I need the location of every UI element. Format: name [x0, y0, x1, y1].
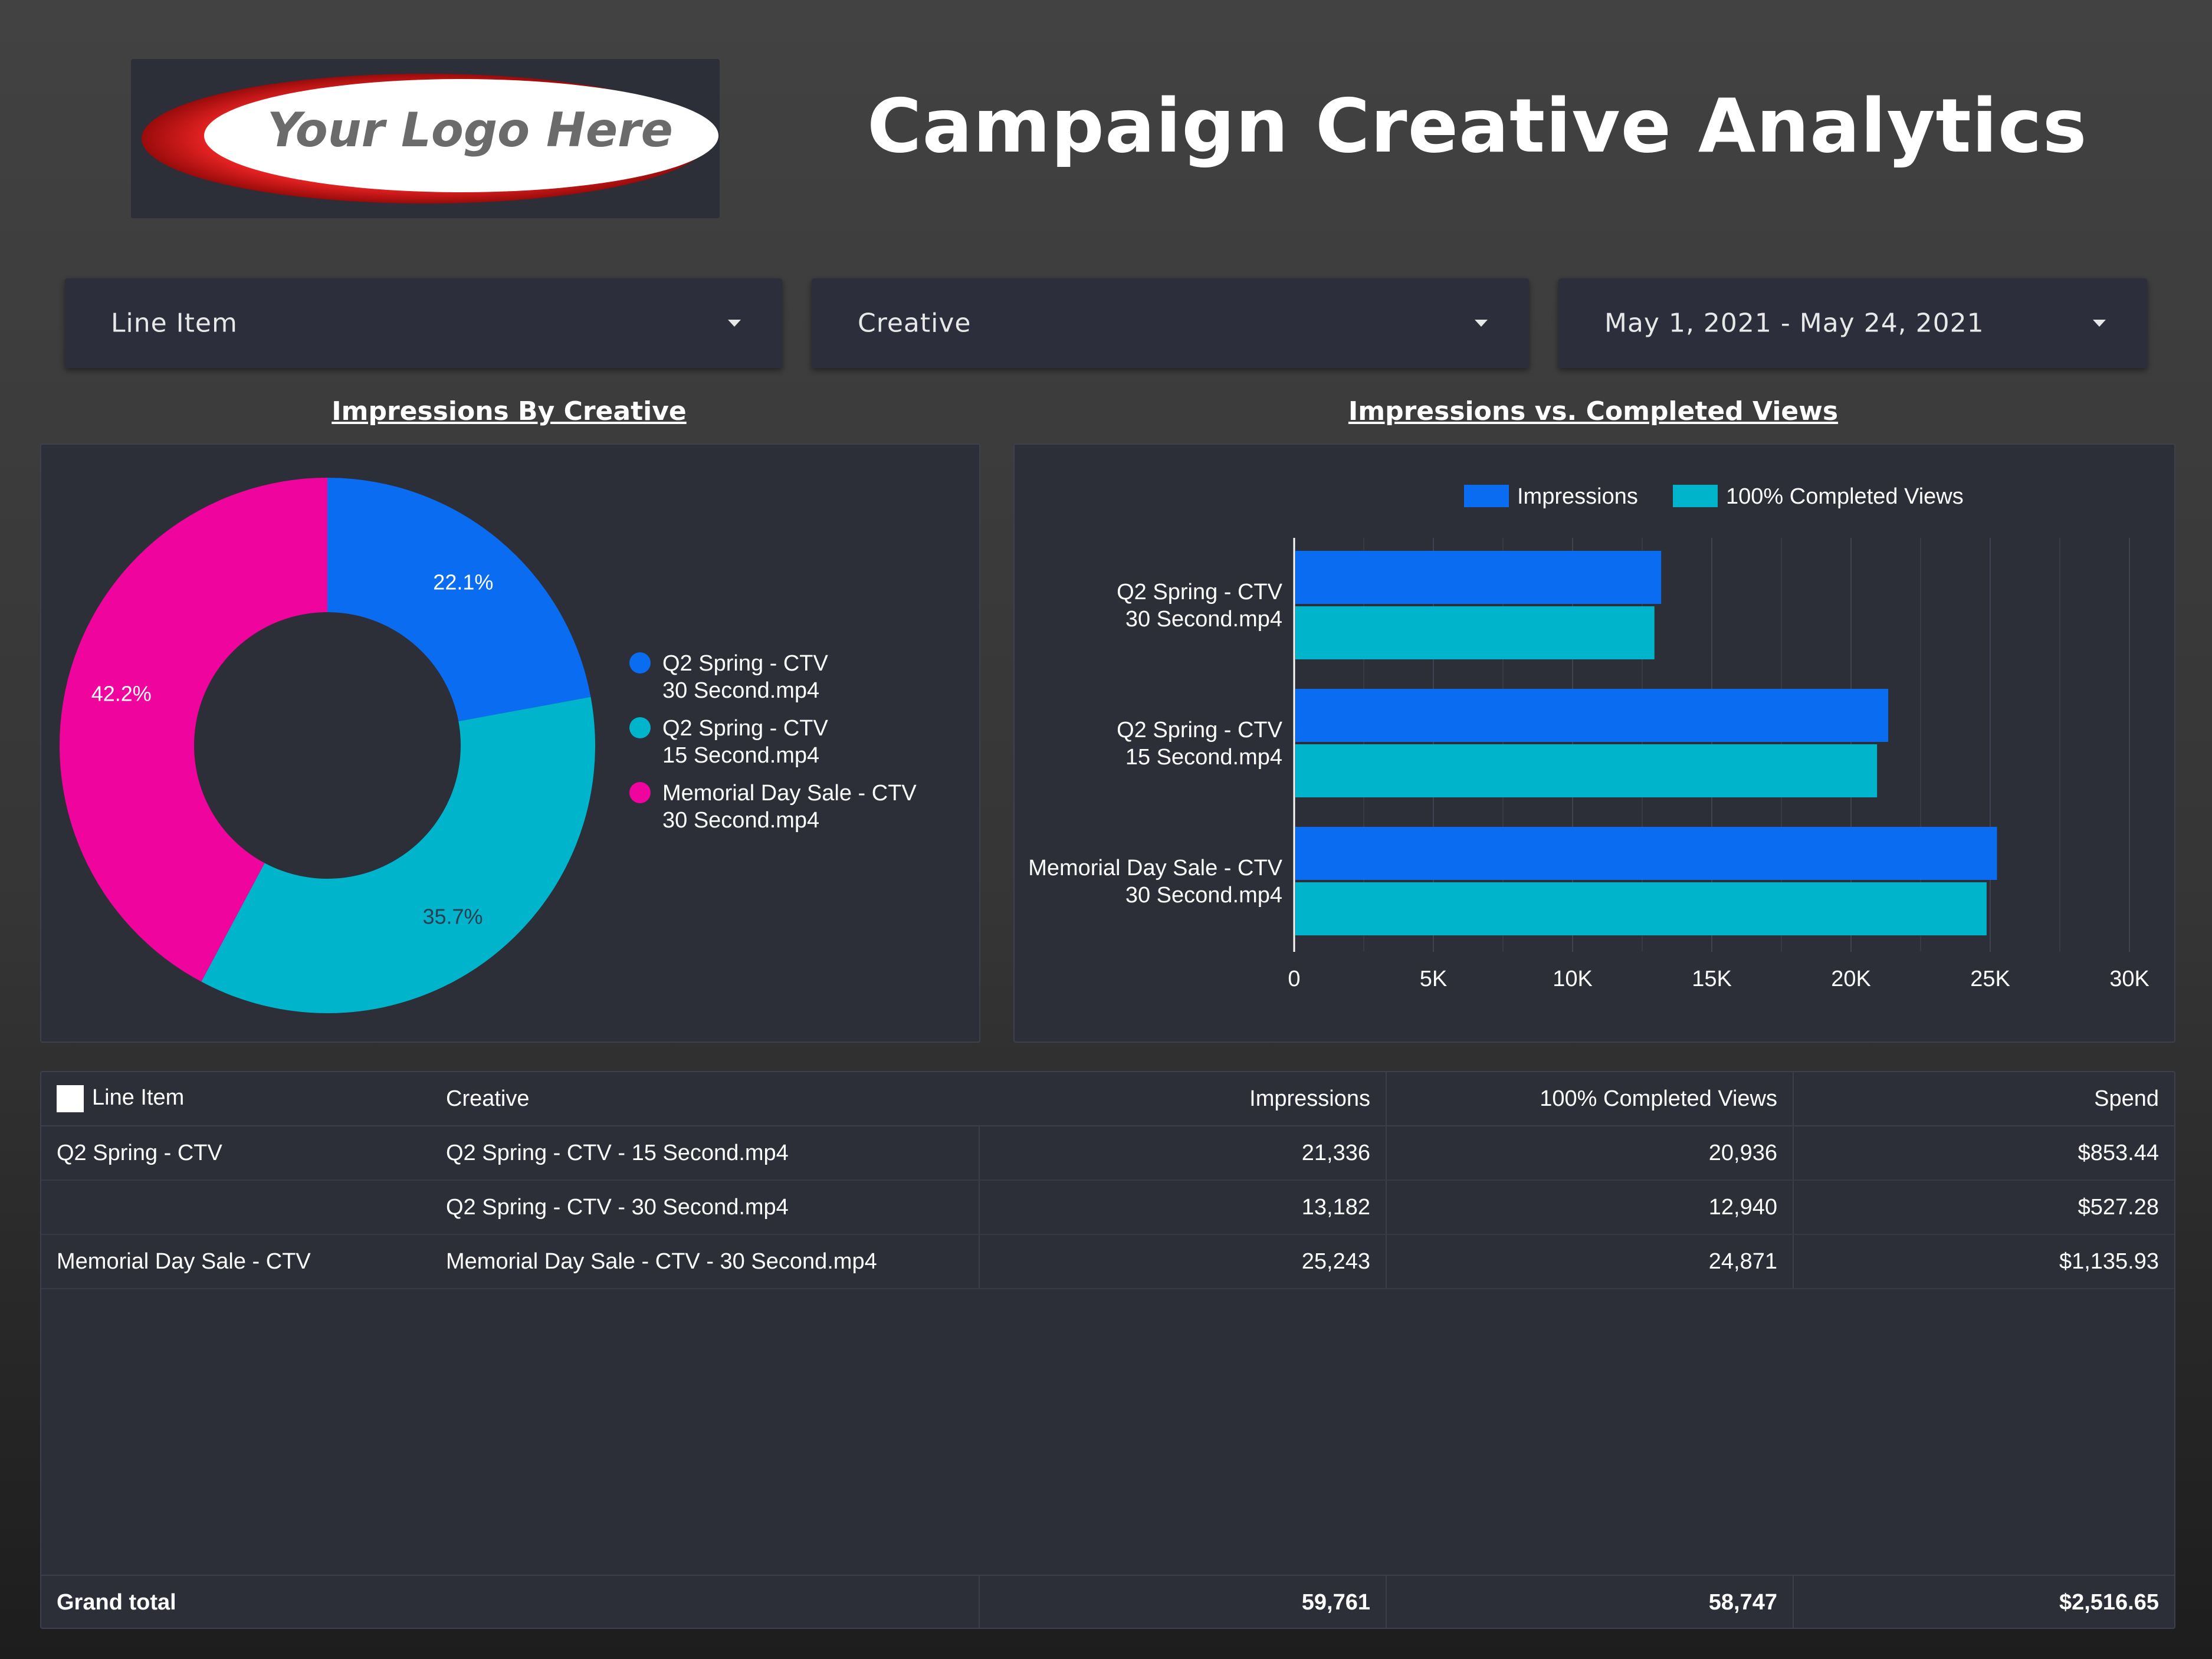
grand-total-row: Grand total 59,761 58,747 $2,516.65: [41, 1575, 2174, 1629]
category-label: Q2 Spring - CTV: [1117, 580, 1283, 605]
category-label: 30 Second.mp4: [1125, 883, 1282, 908]
cell-completed-views: 20,936: [1386, 1126, 1793, 1181]
cell-creative: Q2 Spring - CTV - 30 Second.mp4: [431, 1180, 979, 1235]
chevron-down-icon: [2093, 320, 2106, 327]
table-row[interactable]: Q2 Spring - CTV Q2 Spring - CTV - 15 Sec…: [41, 1126, 2174, 1181]
cell-spend: $527.28: [1793, 1180, 2174, 1235]
table: Line Item Creative Impressions 100% Comp…: [41, 1072, 2174, 1289]
legend-dot: [629, 782, 651, 803]
bar[interactable]: [1295, 606, 1655, 659]
column-header-spend[interactable]: Spend: [1793, 1072, 2174, 1126]
pie-slice-label: 22.1%: [433, 570, 493, 594]
category-label: 30 Second.mp4: [1125, 607, 1282, 632]
bar[interactable]: [1295, 882, 1987, 935]
pie-slice[interactable]: [327, 478, 591, 722]
cell-completed-views: 24,871: [1386, 1234, 1793, 1289]
legend-dot: [629, 717, 651, 738]
legend-label: Memorial Day Sale - CTV: [662, 781, 917, 806]
column-header-line-item[interactable]: Line Item: [41, 1072, 431, 1126]
grand-total-impressions: 59,761: [979, 1575, 1386, 1629]
grand-total-table: Grand total 59,761 58,747 $2,516.65: [41, 1575, 2174, 1629]
category-label: 15 Second.mp4: [1125, 745, 1282, 770]
legend-swatch: [1464, 485, 1509, 507]
x-tick-label: 5K: [1420, 967, 1447, 991]
column-header-impressions[interactable]: Impressions: [979, 1072, 1386, 1126]
table-header-row: Line Item Creative Impressions 100% Comp…: [41, 1072, 2174, 1126]
pie-slice-label: 35.7%: [422, 905, 483, 929]
cell-impressions: 21,336: [979, 1126, 1386, 1181]
legend-label: Q2 Spring - CTV: [662, 716, 829, 741]
date-range-label: May 1, 2021 - May 24, 2021: [1604, 308, 1984, 339]
logo: Your Logo Here: [131, 59, 720, 218]
category-label: Q2 Spring - CTV: [1117, 718, 1283, 743]
grand-total-label: Grand total: [41, 1575, 979, 1629]
line-item-filter[interactable]: Line Item: [65, 278, 782, 368]
bar-chart-title: Impressions vs. Completed Views: [1348, 396, 1839, 426]
bar[interactable]: [1295, 744, 1878, 797]
select-all-checkbox[interactable]: [57, 1085, 84, 1112]
creative-filter-label: Creative: [858, 308, 972, 339]
bar-chart-panel: 0 5K 10K 15K 20K 25K 30K Q2 Spring - CTV 30 Seco…: [1013, 444, 2175, 1043]
cell-spend: $853.44: [1793, 1126, 2174, 1181]
cell-line-item: Memorial Day Sale - CTV: [41, 1234, 431, 1289]
x-tick-label: 10K: [1553, 967, 1593, 991]
x-tick-label: 30K: [2109, 967, 2149, 991]
pie-chart-title: Impressions By Creative: [332, 396, 687, 426]
legend-label: Q2 Spring - CTV: [662, 651, 829, 676]
table-row[interactable]: Memorial Day Sale - CTV Memorial Day Sal…: [41, 1234, 2174, 1289]
date-range-filter[interactable]: May 1, 2021 - May 24, 2021: [1558, 278, 2147, 368]
pie-slice[interactable]: [59, 478, 327, 982]
line-item-filter-label: Line Item: [111, 308, 238, 339]
bar[interactable]: [1295, 689, 1889, 742]
grand-total-completed-views: 58,747: [1386, 1575, 1793, 1629]
x-tick-label: 15K: [1692, 967, 1732, 991]
legend-label: Impressions: [1517, 484, 1638, 509]
page-title: Campaign Creative Analytics: [867, 83, 2088, 169]
legend-label: 30 Second.mp4: [662, 678, 819, 703]
column-header-completed-views[interactable]: 100% Completed Views: [1386, 1072, 1793, 1126]
cell-creative: Memorial Day Sale - CTV - 30 Second.mp4: [431, 1234, 979, 1289]
chevron-down-icon: [1475, 320, 1488, 327]
table-row[interactable]: Q2 Spring - CTV - 30 Second.mp4 13,182 1…: [41, 1180, 2174, 1235]
cell-creative: Q2 Spring - CTV - 15 Second.mp4: [431, 1126, 979, 1181]
x-tick-label: 25K: [1970, 967, 2010, 991]
legend-dot: [629, 652, 651, 674]
pie-slice[interactable]: [201, 697, 595, 1013]
cell-impressions: 13,182: [979, 1180, 1386, 1235]
grand-total-spend: $2,516.65: [1793, 1575, 2174, 1629]
legend-label: 100% Completed Views: [1726, 484, 1964, 509]
cell-impressions: 25,243: [979, 1234, 1386, 1289]
x-tick-label: 20K: [1831, 967, 1871, 991]
category-label: Memorial Day Sale - CTV: [1028, 856, 1282, 881]
x-tick-label: 0: [1288, 967, 1300, 991]
cell-line-item: [41, 1180, 431, 1235]
column-header-creative[interactable]: Creative: [431, 1072, 979, 1126]
legend-swatch: [1673, 485, 1718, 507]
legend-label: 30 Second.mp4: [662, 808, 819, 833]
pie-chart-panel: 22.1% 35.7% 42.2% Q2 Spring - CTV 30 Second.…: [40, 444, 980, 1043]
logo-text: Your Logo Here: [267, 103, 673, 157]
bar[interactable]: [1295, 551, 1662, 604]
creative-filter[interactable]: Creative: [812, 278, 1529, 368]
pie-slice-label: 42.2%: [91, 682, 152, 706]
logo-graphic: Your Logo Here: [142, 74, 718, 203]
bar[interactable]: [1295, 827, 1997, 880]
cell-line-item: Q2 Spring - CTV: [41, 1126, 431, 1181]
cell-completed-views: 12,940: [1386, 1180, 1793, 1235]
data-table: Line Item Creative Impressions 100% Comp…: [40, 1071, 2175, 1629]
cell-spend: $1,135.93: [1793, 1234, 2174, 1289]
legend-label: 15 Second.mp4: [662, 743, 819, 768]
chevron-down-icon: [728, 320, 741, 327]
